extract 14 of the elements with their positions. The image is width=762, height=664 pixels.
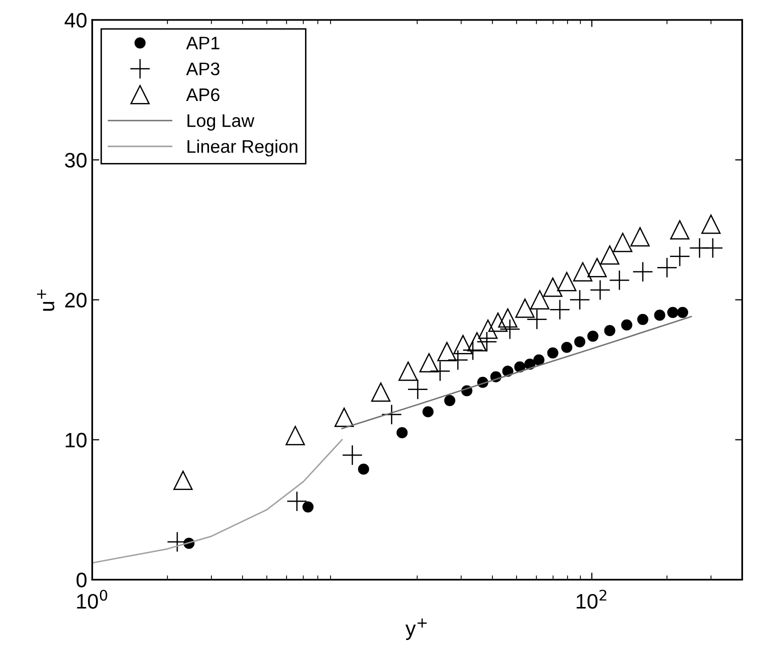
legend-label: Log Law [188, 114, 254, 131]
y-tick-label: 0 [76, 572, 87, 588]
x-tick-label: 10$^{0}$ [77, 590, 108, 609]
x-axis-title: y$^{+}$ [405, 618, 427, 640]
x-tick-label: 10$^{2}$ [576, 590, 606, 609]
legend-label: AP3 [186, 62, 220, 76]
legend-label: AP1 [186, 36, 220, 50]
legend-label: Linear Region [188, 140, 298, 156]
y-tick-label: 40 [64, 12, 87, 28]
legend-label: AP6 [186, 88, 220, 102]
y-axis-title: u$^{+}$ [37, 290, 54, 311]
y-tick-label: 10 [66, 432, 87, 448]
y-tick-label: 20 [65, 292, 87, 308]
y-tick-label: 30 [64, 152, 87, 168]
